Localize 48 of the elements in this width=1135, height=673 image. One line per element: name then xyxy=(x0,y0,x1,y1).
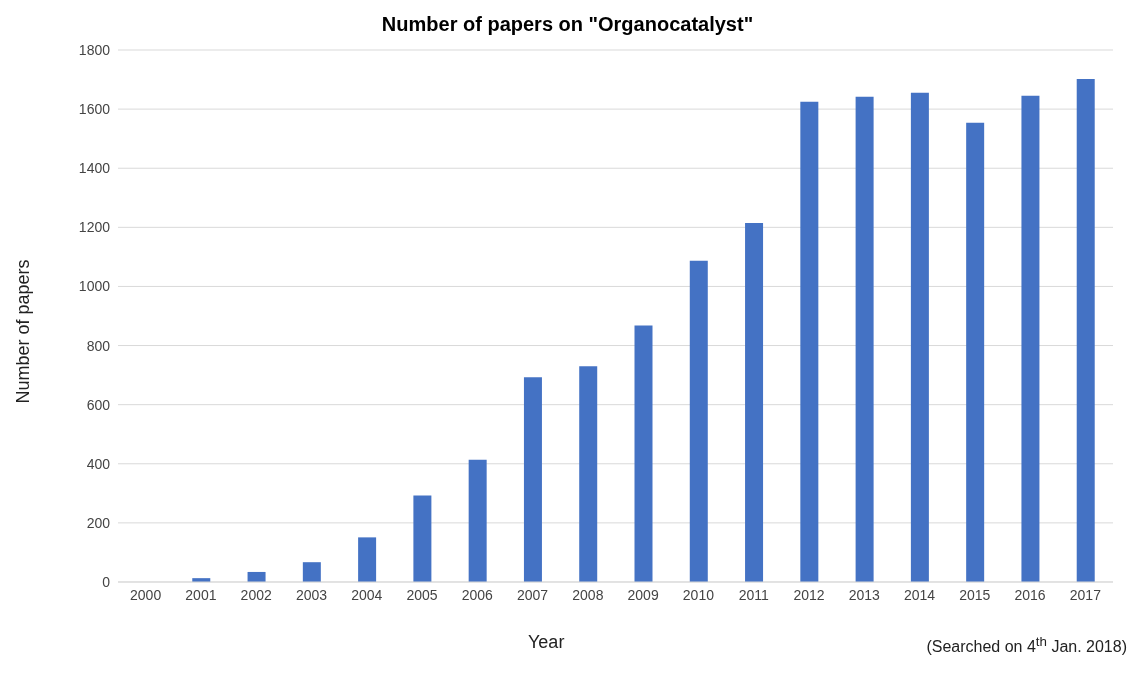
x-tick-label: 2004 xyxy=(351,586,383,603)
chart-title: Number of papers on "Organocatalyst" xyxy=(380,12,755,37)
bar xyxy=(910,92,929,582)
bar xyxy=(966,122,985,582)
y-tick-label: 600 xyxy=(86,396,111,413)
x-tick-label: 2002 xyxy=(240,586,272,603)
y-tick-label: 1400 xyxy=(78,160,111,177)
y-tick-label: 200 xyxy=(86,514,111,531)
bar xyxy=(302,562,321,582)
bar xyxy=(634,325,653,582)
x-tick-label: 2013 xyxy=(848,586,881,603)
x-tick-label: 2015 xyxy=(959,586,991,603)
bar xyxy=(247,571,266,582)
bar xyxy=(413,495,432,582)
y-tick-label: 0 xyxy=(102,573,111,590)
y-tick-label: 400 xyxy=(86,455,111,472)
x-tick-label: 2012 xyxy=(793,586,825,603)
bar xyxy=(523,377,542,582)
x-tick-label: 2005 xyxy=(406,586,438,603)
x-tick-label: 2011 xyxy=(738,586,769,603)
text: (Searched on 4$^{th}$ Jan. 2018) xyxy=(926,634,1127,657)
x-tick-label: 2008 xyxy=(572,586,604,603)
x-tick-label: 2009 xyxy=(627,586,659,603)
x-tick-label: 2000 xyxy=(130,586,162,603)
x-tick-label: 2016 xyxy=(1014,586,1046,603)
bar xyxy=(855,96,874,582)
bar xyxy=(358,537,377,582)
x-tick-label: 2006 xyxy=(461,586,494,603)
bar xyxy=(689,260,708,582)
x-axis-title: Year xyxy=(528,632,565,653)
bar xyxy=(579,366,598,582)
bar xyxy=(1021,95,1040,582)
y-tick-label: 1600 xyxy=(78,101,111,118)
x-tick-label: 2003 xyxy=(295,586,328,603)
y-tick-label: 1200 xyxy=(78,219,111,236)
bar xyxy=(800,101,819,582)
x-tick-label: 2007 xyxy=(517,586,549,603)
x-tick-label: 2014 xyxy=(903,586,936,603)
x-tick-label: 2017 xyxy=(1069,586,1102,603)
bar xyxy=(468,459,487,582)
bar xyxy=(745,222,764,582)
y-tick-label: 800 xyxy=(86,337,111,354)
y-tick-label: 1800 xyxy=(78,41,111,58)
x-tick-label: 2010 xyxy=(682,586,715,603)
bar xyxy=(1076,78,1095,582)
y-axis-title: Number of papers xyxy=(12,258,34,404)
y-tick-label: 1000 xyxy=(78,278,111,295)
x-tick-label: 2001 xyxy=(185,586,217,603)
